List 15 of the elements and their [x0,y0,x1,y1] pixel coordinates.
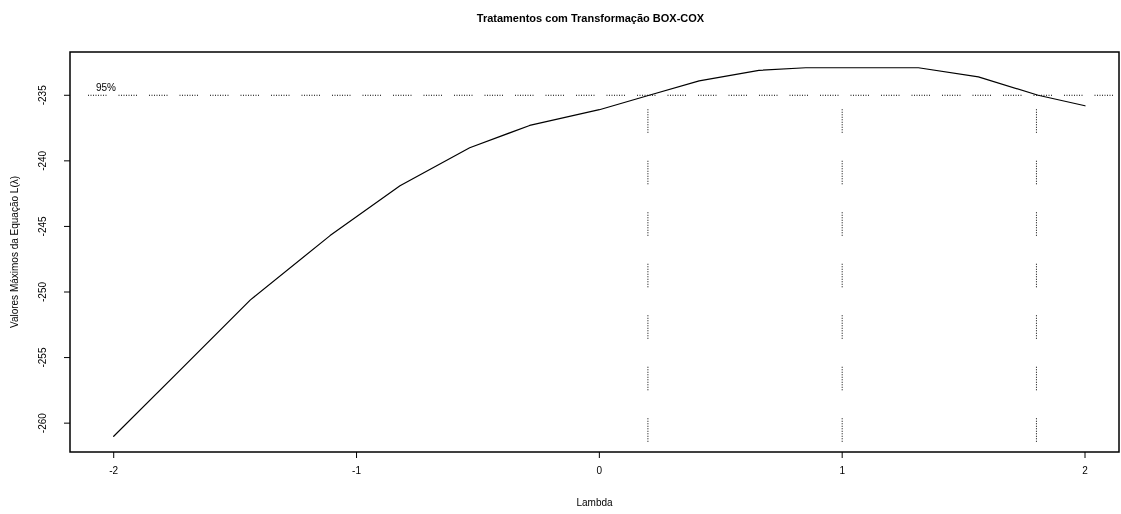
y-tick-label: -255 [36,347,48,368]
y-tick-label: -240 [36,150,48,171]
x-tick-label: 0 [596,465,603,476]
y-tick-label: -250 [36,281,48,303]
chart-title: Tratamentos com Transformação BOX-COX [476,12,705,24]
x-tick-label: 2 [1082,465,1089,476]
y-axis-title: Valores Máximos da Equação L(λ) [8,175,20,329]
x-axis-title: Lambda [576,497,614,508]
y-tick-label: -245 [36,215,48,237]
y-tick-label: -260 [36,412,48,434]
x-tick-label: 1 [839,465,846,476]
x-tick-label: -2 [109,465,119,476]
x-tick-label: -1 [352,465,362,476]
y-tick-label: -235 [36,84,48,106]
annotation: 95% [96,82,117,94]
